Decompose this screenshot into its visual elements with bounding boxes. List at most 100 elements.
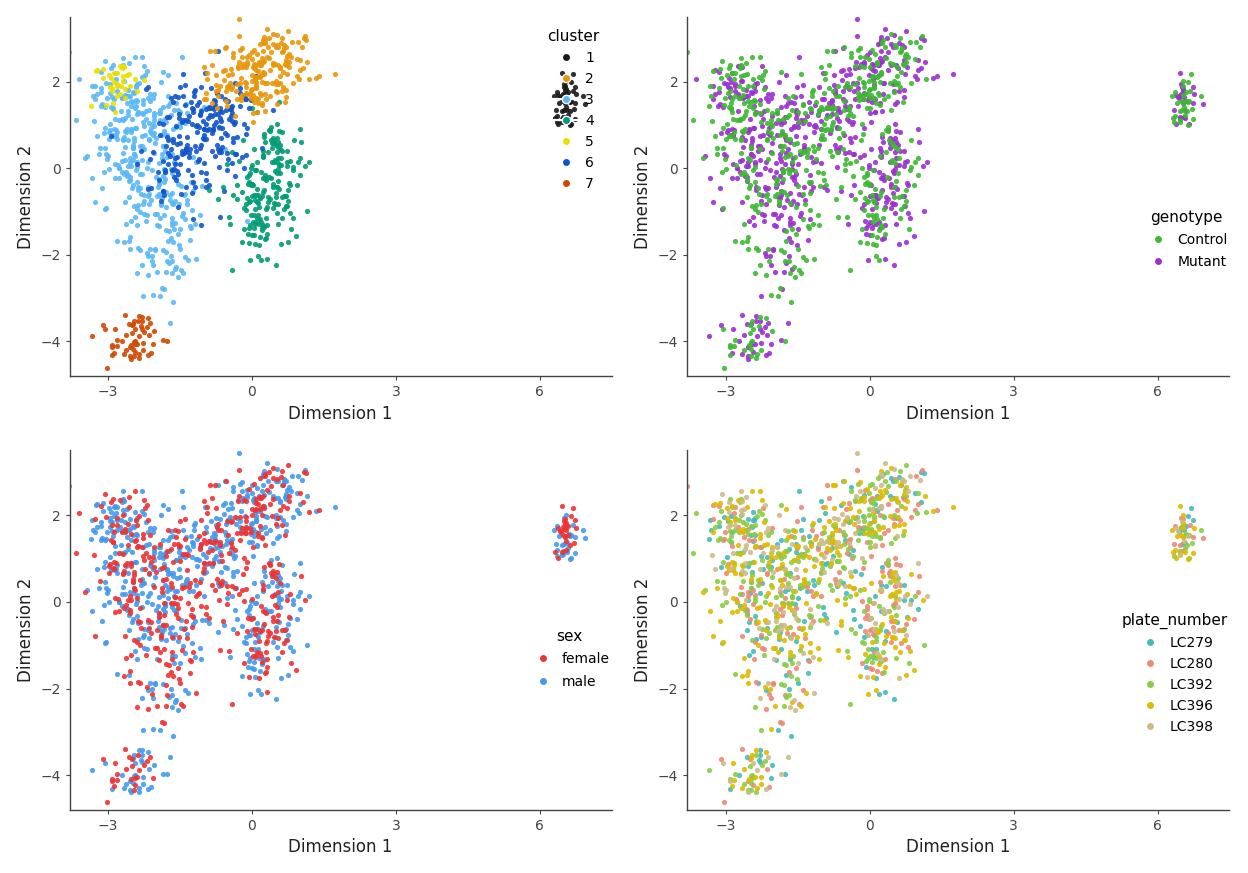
Point — [100, 511, 120, 525]
Point — [719, 505, 739, 519]
Point — [877, 604, 897, 618]
Point — [272, 79, 292, 93]
Point — [151, 190, 171, 204]
Point — [735, 603, 755, 617]
Point — [253, 127, 273, 141]
Point — [751, 622, 771, 636]
Point — [880, 141, 900, 155]
Point — [866, 237, 886, 251]
Point — [886, 491, 906, 505]
Point — [290, 585, 310, 599]
Point — [766, 549, 786, 563]
Point — [240, 521, 260, 535]
Point — [139, 188, 158, 202]
Point — [860, 622, 880, 636]
Point — [157, 563, 177, 577]
Point — [208, 120, 228, 134]
Point — [232, 51, 252, 65]
Point — [884, 474, 904, 488]
Point — [869, 491, 889, 505]
Point — [267, 551, 287, 565]
Point — [180, 653, 200, 667]
Point — [846, 489, 866, 503]
Point — [158, 100, 178, 113]
Point — [107, 668, 127, 682]
Point — [171, 120, 191, 134]
Point — [120, 151, 140, 165]
Point — [773, 144, 792, 158]
Point — [156, 184, 176, 198]
Point — [116, 96, 136, 110]
Point — [755, 595, 775, 608]
Point — [854, 636, 874, 650]
Point — [730, 154, 750, 168]
Point — [924, 505, 943, 519]
Point — [187, 532, 207, 546]
Point — [854, 493, 874, 507]
Point — [144, 579, 163, 593]
Point — [789, 622, 809, 636]
Point — [241, 611, 261, 625]
Point — [866, 196, 886, 210]
Point — [775, 128, 795, 142]
Point — [770, 581, 790, 595]
Point — [201, 514, 221, 528]
Point — [849, 505, 869, 519]
Point — [102, 338, 122, 352]
Point — [310, 503, 329, 517]
Point — [120, 234, 140, 248]
Point — [885, 155, 905, 169]
Point — [127, 107, 147, 120]
Point — [744, 163, 764, 177]
Point — [860, 535, 880, 549]
Point — [710, 62, 730, 76]
Point — [852, 526, 872, 540]
Point — [1178, 509, 1198, 523]
Point — [705, 520, 725, 534]
Point — [168, 177, 188, 191]
Point — [1162, 523, 1182, 537]
Point — [796, 147, 816, 161]
Point — [553, 546, 573, 560]
Point — [854, 92, 874, 106]
Point — [97, 149, 117, 163]
Point — [208, 579, 228, 593]
Point — [778, 133, 797, 147]
Point — [256, 92, 276, 106]
Point — [723, 171, 743, 185]
Point — [127, 770, 147, 784]
Point — [839, 650, 859, 664]
Point — [127, 337, 147, 351]
Point — [882, 598, 902, 612]
Point — [844, 549, 864, 563]
Point — [96, 361, 116, 375]
Point — [684, 113, 704, 127]
Point — [766, 621, 786, 635]
Point — [726, 604, 746, 618]
Point — [877, 124, 897, 138]
Point — [713, 141, 733, 155]
Point — [265, 196, 285, 210]
Point — [766, 107, 786, 120]
Point — [243, 88, 263, 102]
Point — [263, 180, 283, 194]
Point — [177, 114, 197, 128]
Point — [97, 91, 117, 105]
Point — [175, 147, 195, 161]
Point — [714, 532, 734, 546]
Point — [140, 537, 160, 551]
Point — [247, 481, 267, 495]
Point — [864, 512, 884, 526]
Point — [782, 156, 802, 170]
Point — [778, 566, 797, 580]
Point — [122, 153, 142, 167]
Point — [855, 604, 875, 618]
Point — [739, 615, 759, 629]
Point — [784, 604, 804, 618]
Point — [266, 58, 286, 72]
Point — [841, 46, 861, 60]
Point — [796, 543, 816, 557]
Point — [106, 773, 126, 787]
Point — [265, 164, 285, 178]
Point — [271, 151, 291, 165]
